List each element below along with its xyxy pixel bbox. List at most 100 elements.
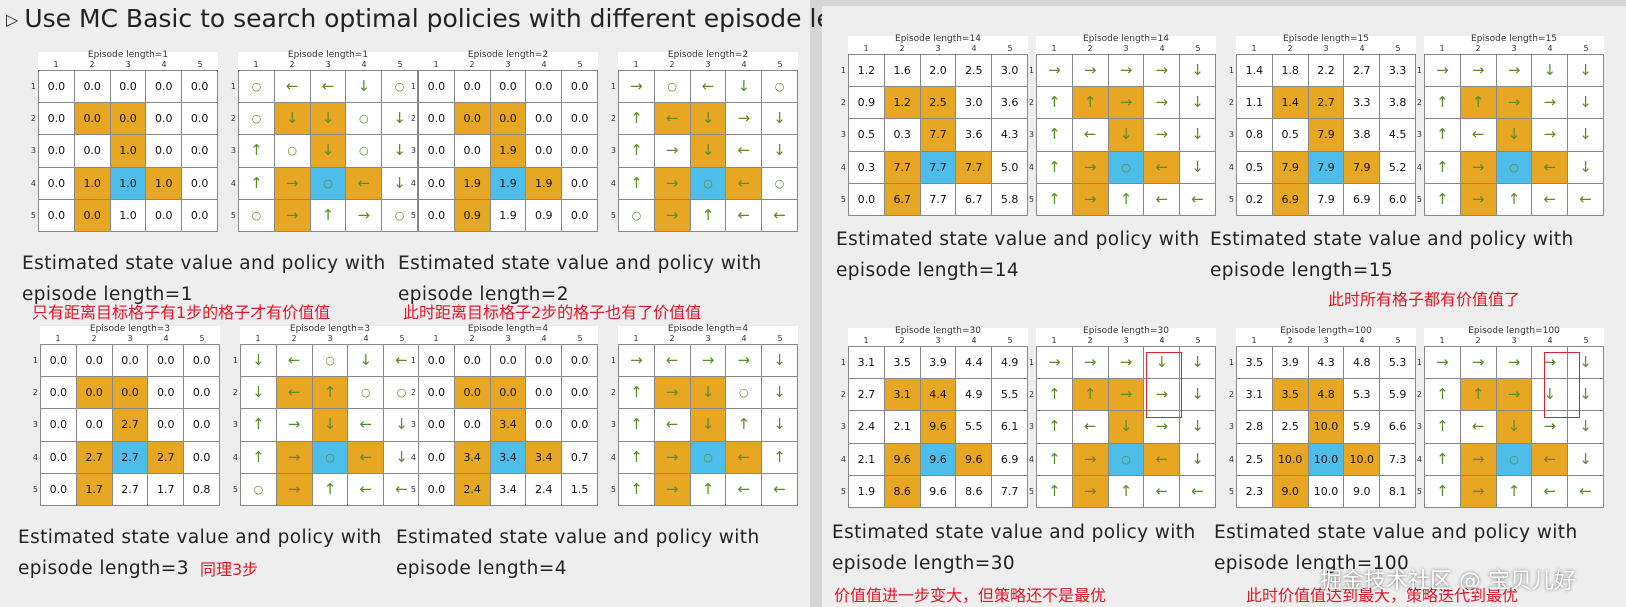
grid-cell: 5.8	[992, 183, 1028, 216]
state-value: 0.0	[535, 418, 553, 432]
grid-cell: 2.7	[1344, 55, 1381, 88]
grid-cell: 7.9	[1272, 151, 1309, 184]
state-value: 3.5	[1281, 388, 1299, 402]
column-tick: 2	[469, 334, 475, 343]
grid-cell: →	[1425, 55, 1461, 88]
grid-cell: →	[1108, 55, 1145, 88]
grid-cell: 3.5	[1237, 347, 1273, 380]
arrow-down-icon: ↓	[393, 173, 406, 192]
arrow-left-icon: ←	[1543, 449, 1557, 468]
state-value: 3.0	[965, 96, 983, 110]
arrow-right-icon: →	[357, 205, 371, 224]
state-value: 0.0	[427, 354, 446, 368]
grid-cell: 1.0	[74, 167, 111, 200]
row-axis: 1 2 3 4 5	[834, 346, 846, 508]
row-tick: 5	[30, 211, 36, 221]
state-value: 0.0	[427, 112, 446, 126]
row-axis: 1 2 3 4 5	[834, 54, 846, 216]
grid-cell: 5.9	[1344, 411, 1381, 444]
policy-grid: → → → → ↓ ↑ ↑ → → ↓ ↑ ← ↓ → ↓ ↑ → ○ ← ↓ ↑ → ↑ ← ←	[1036, 54, 1216, 216]
row-tick: 5	[610, 211, 616, 221]
arrow-down-icon: ↓	[773, 141, 786, 160]
grid-cell: 0.0	[490, 345, 527, 378]
grid-cell: 0.0	[562, 199, 598, 232]
state-value: 0.0	[499, 80, 517, 94]
state-value: 0.0	[157, 386, 175, 400]
grid-cell: 3.0	[992, 55, 1028, 88]
state-value: 6.9	[1000, 452, 1019, 466]
arrow-left-icon: ←	[1543, 189, 1557, 208]
grid-cell: 5.9	[1380, 379, 1416, 412]
grid-cell: 0.0	[526, 377, 563, 410]
state-value: 8.6	[965, 484, 983, 498]
grid-cell: 0.8	[1237, 119, 1273, 152]
state-value: 4.3	[1317, 356, 1335, 370]
grid-cell: ↑	[312, 473, 349, 506]
grid-cell: 0.0	[490, 71, 527, 104]
row-tick: 1	[1228, 357, 1234, 367]
state-value: 0.0	[463, 418, 481, 432]
arrow-left-icon: ←	[1471, 417, 1485, 436]
grid-cell: 0.0	[419, 409, 455, 442]
grid-cell: →	[1072, 183, 1109, 216]
arrow-down-icon: ↓	[1579, 417, 1592, 436]
arrow-down-icon: ↓	[1119, 125, 1133, 144]
grid-cell: 0.0	[562, 377, 598, 410]
arrow-right-icon: →	[1471, 157, 1485, 176]
row-tick: 2	[610, 114, 616, 124]
state-value: 3.6	[965, 128, 983, 142]
arrow-right-icon: →	[1471, 189, 1485, 208]
grid-cell: ○	[1108, 443, 1145, 476]
row-tick: 1	[840, 65, 846, 75]
state-value: 1.8	[1281, 64, 1299, 78]
grid-cell: ←	[348, 409, 385, 442]
state-value: 0.0	[119, 80, 137, 94]
row-tick: 3	[610, 146, 616, 156]
grid-cell: 0.0	[110, 103, 147, 136]
value-plot-title: Episode length=15	[1283, 34, 1369, 44]
row-tick: 1	[1228, 65, 1234, 75]
column-tick: 1	[433, 334, 439, 343]
state-value: 2.4	[463, 482, 481, 496]
state-value: 5.5	[965, 420, 983, 434]
grid-cell: 7.7	[956, 151, 993, 184]
grid-cell: 5.3	[1344, 379, 1381, 412]
row-tick: 2	[232, 388, 238, 398]
column-tick: 5	[1395, 336, 1401, 345]
state-value: 0.0	[427, 386, 446, 400]
column-tick: 1	[1251, 44, 1257, 53]
grid-cell: →	[619, 71, 655, 104]
row-tick: 4	[1028, 454, 1034, 464]
grid-cell: 0.0	[562, 409, 598, 442]
value-grid: 0.0 0.0 0.0 0.0 0.0 0.0 0.0 0.0 0.0 0.0 0.0 0.0 2.7 0…	[40, 344, 220, 506]
state-value: 0.0	[570, 80, 589, 94]
state-value: 1.9	[463, 176, 481, 190]
arrow-left-icon: ←	[701, 77, 715, 96]
row-tick: 3	[1028, 130, 1034, 140]
arrow-left-icon: ←	[1191, 481, 1204, 500]
row-tick: 4	[1416, 162, 1422, 172]
arrow-right-icon: →	[1155, 93, 1169, 112]
grid-cell: 0.0	[562, 345, 598, 378]
state-value: 3.5	[893, 356, 911, 370]
grid-cell: 0.0	[184, 377, 220, 410]
grid-cell: 1.4	[1237, 55, 1273, 88]
arrow-up-icon: ↑	[630, 109, 643, 128]
grid-cell: 2.0	[920, 55, 957, 88]
arrow-down-icon: ↓	[323, 415, 337, 434]
state-value: 6.7	[893, 192, 911, 206]
arrow-down-icon: ↓	[395, 447, 408, 466]
grid-cell: 0.0	[419, 199, 455, 232]
column-tick: 5	[1195, 44, 1201, 53]
state-value: 0.0	[427, 482, 446, 496]
grid-cell: →	[1496, 87, 1533, 120]
grid-cell: 8.1	[1380, 475, 1416, 508]
row-axis: 1 2 3 4 5	[226, 344, 238, 506]
grid-cell: 2.1	[849, 443, 885, 476]
grid-cell: 0.7	[562, 441, 598, 474]
column-tick: 2	[289, 60, 295, 69]
grid-cell: ↓	[310, 103, 347, 136]
arrow-left-icon: ←	[285, 77, 299, 96]
grid-cell: →	[654, 167, 691, 200]
state-value: 6.1	[1000, 420, 1019, 434]
